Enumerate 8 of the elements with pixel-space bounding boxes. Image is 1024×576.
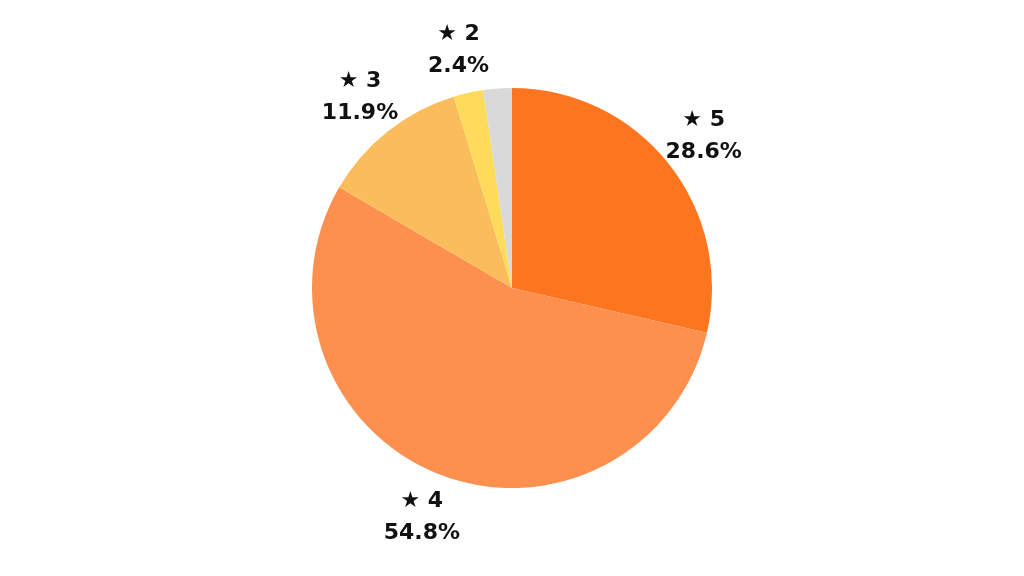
slice-label: ★ 2 [437, 19, 480, 45]
data-label: 11.9% [321, 98, 399, 124]
data-label: 28.6% [665, 138, 742, 164]
slice-label: ★ 4 [400, 486, 444, 512]
slice-label: ★ 3 [338, 66, 382, 92]
data-label: 54.8% [383, 518, 460, 544]
slice-label: ★ 5 [682, 106, 726, 132]
data-label: 2.4% [428, 51, 490, 77]
